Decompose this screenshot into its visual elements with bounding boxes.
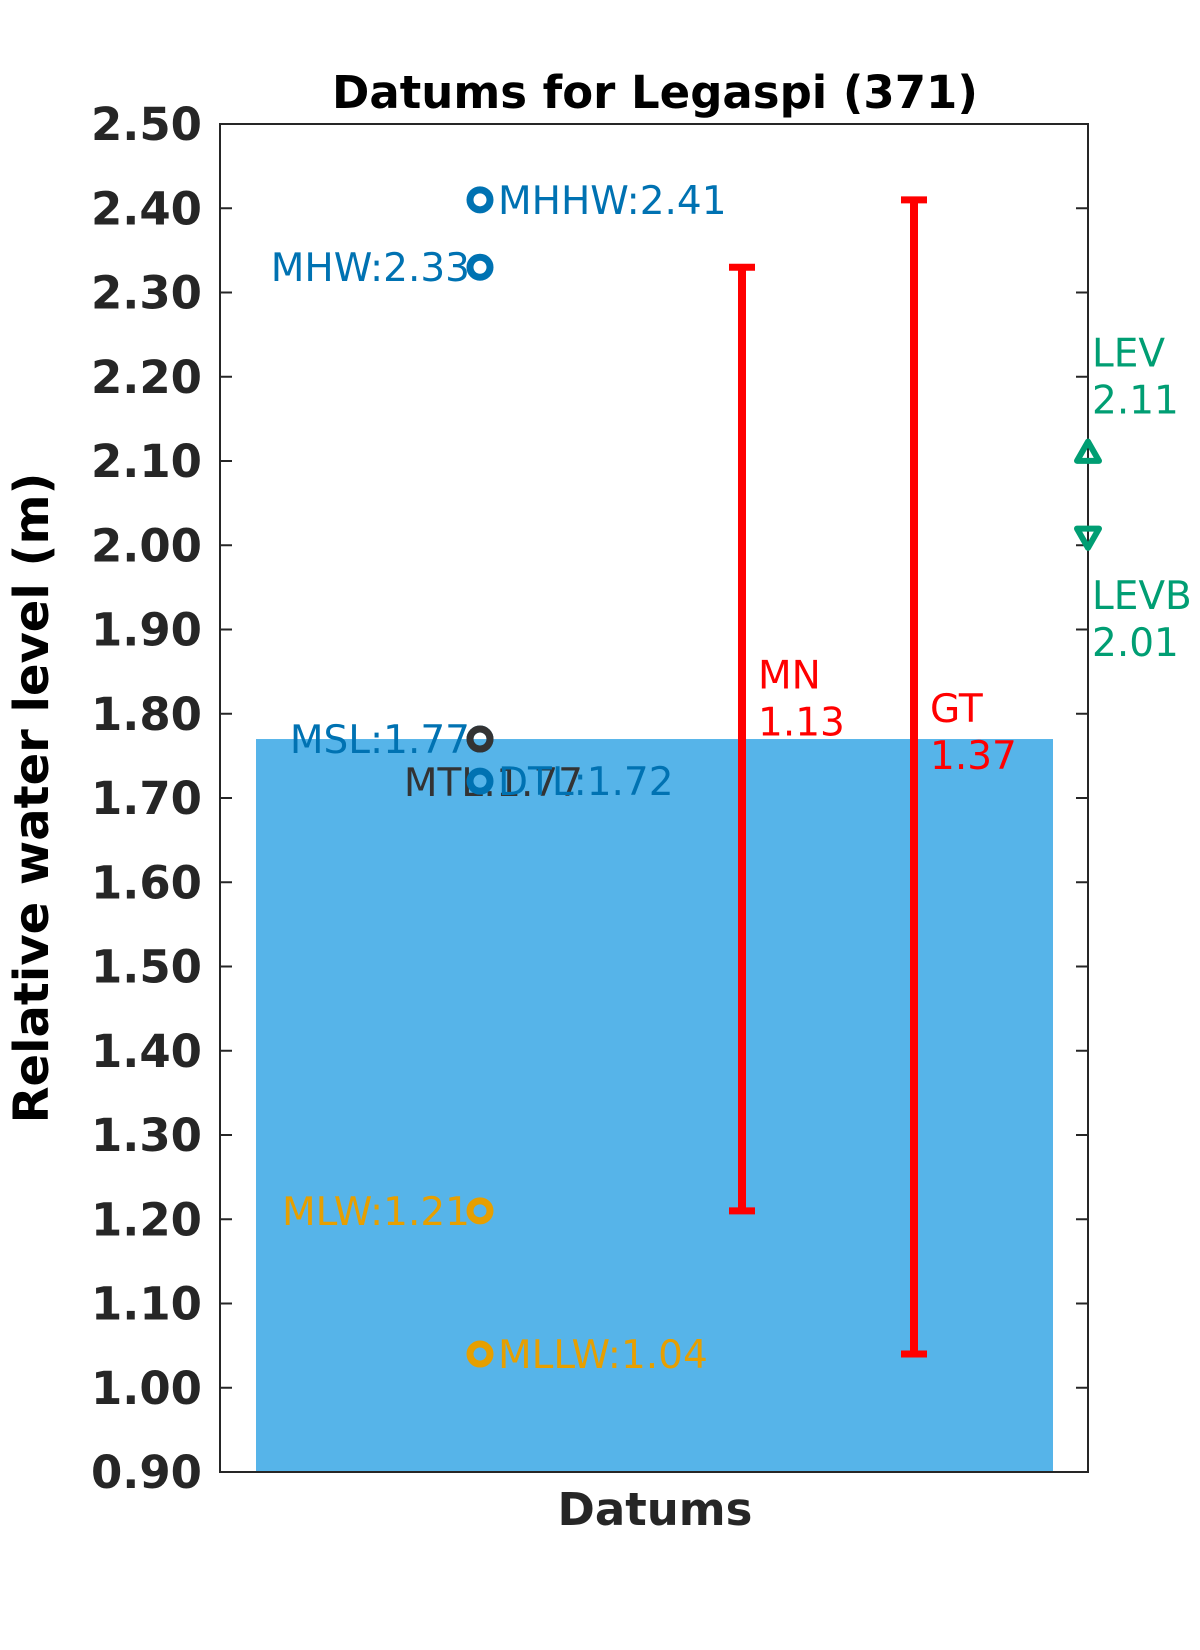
- datum-marker-dtl: [466, 767, 494, 795]
- y-tick-label: 1.50: [91, 941, 202, 994]
- msl-bar: [256, 739, 1053, 1472]
- y-tick-label: 2.10: [91, 435, 202, 488]
- range-name-mn: MN: [758, 653, 821, 698]
- extreme-marker-lev: [1074, 438, 1102, 464]
- y-tick-label: 1.10: [91, 1278, 202, 1331]
- range-value-mn: 1.13: [758, 700, 845, 745]
- y-tick-label: 1.90: [91, 604, 202, 657]
- extreme-value-levb: 2.01: [1092, 621, 1179, 666]
- datum-label-mllw: MLLW:1.04: [498, 1333, 708, 1378]
- extreme-marker-levb: [1074, 525, 1102, 551]
- y-tick-label: 2.50: [91, 98, 202, 151]
- extreme-name-levb: LEVB: [1092, 574, 1192, 619]
- datum-label-dtl: DTL:1.72: [498, 760, 674, 805]
- y-tick-label: 1.80: [91, 688, 202, 741]
- datum-marker-mhw: [466, 253, 494, 281]
- range-name-gt: GT: [930, 687, 983, 732]
- datum-label-mlw: MLW:1.21: [282, 1190, 470, 1235]
- plot-area: 0.90 1.00 1.10 1.20 1.30 1.40 1.50 1.60 1.70 1.80…: [91, 98, 1192, 1499]
- y-axis-label: Relative water level (m): [4, 473, 60, 1124]
- datum-marker-mhhw: [466, 186, 494, 214]
- datum-marker-mllw: [466, 1340, 494, 1368]
- extreme-value-lev: 2.11: [1092, 379, 1179, 424]
- y-tick-label: 1.20: [91, 1193, 202, 1246]
- x-axis-label: Datums: [558, 1483, 753, 1536]
- datum-label-mhhw: MHHW:2.41: [498, 179, 727, 224]
- datum-label-mtl: MTL:1.77: [404, 761, 583, 806]
- y-tick-label: 1.70: [91, 772, 202, 825]
- y-tick-label: 2.20: [91, 351, 202, 404]
- y-tick-label: 1.30: [91, 1109, 202, 1162]
- datum-label-mhw: MHW:2.33: [271, 246, 470, 291]
- chart-title: Datums for Legaspi (371): [332, 66, 978, 119]
- y-tick-label: 0.90: [91, 1446, 202, 1499]
- y-tick-label: 2.00: [91, 519, 202, 572]
- y-tick-label: 2.40: [91, 182, 202, 235]
- y-tick-label: 2.30: [91, 267, 202, 320]
- datum-label-msl: MSL:1.77: [290, 718, 470, 763]
- datum-marker-mlw: [466, 1197, 494, 1225]
- y-tick-label: 1.40: [91, 1025, 202, 1078]
- y-tick-label: 1.60: [91, 856, 202, 909]
- range-value-gt: 1.37: [930, 734, 1017, 779]
- extreme-name-lev: LEV: [1092, 332, 1165, 377]
- datum-marker-mtl: [466, 725, 494, 753]
- y-tick-label: 1.00: [91, 1362, 202, 1415]
